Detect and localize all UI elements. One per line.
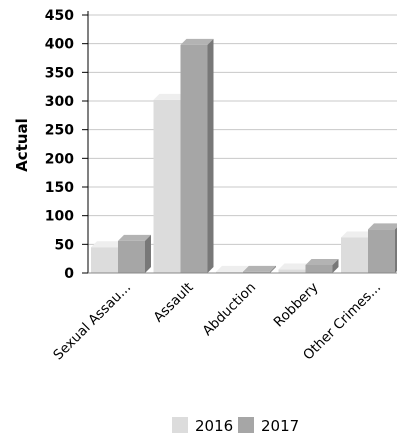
bar — [305, 258, 339, 273]
y-tick-label: 350 — [45, 65, 74, 81]
x-tick-labels: Sexual Assau... Assault Abduction RobberyOt… — [50, 280, 384, 364]
y-tick-labels: 0 50 100 150 200 250 300 350 400 450 — [45, 8, 88, 282]
x-tick-label: Abduction — [200, 280, 260, 340]
bar-top — [278, 263, 312, 270]
bar-top — [341, 231, 374, 238]
bar — [91, 241, 124, 273]
bar-front — [305, 264, 333, 273]
axes — [87, 11, 397, 274]
bar — [243, 265, 276, 273]
legend-label: 2016 — [195, 417, 233, 435]
bar-top — [305, 258, 339, 265]
bar-front — [368, 229, 395, 273]
bar-top — [243, 265, 276, 272]
bar-top — [180, 38, 214, 45]
bar-front — [278, 269, 306, 273]
y-tick-label: 150 — [45, 180, 74, 196]
bar-front — [341, 237, 368, 273]
bar — [118, 234, 151, 273]
bar-top — [91, 241, 124, 248]
bar — [341, 231, 374, 273]
y-tick-label: 450 — [45, 8, 74, 24]
bar-top — [216, 265, 249, 272]
bar-side — [270, 265, 276, 273]
y-tick-label: 0 — [64, 266, 74, 282]
bar-side — [145, 234, 151, 273]
y-tick-label: 300 — [45, 94, 74, 110]
y-tick-label: 250 — [45, 123, 74, 139]
bar-front — [118, 240, 145, 273]
bar-front — [216, 271, 243, 273]
y-tick-label: 400 — [45, 37, 74, 53]
bars — [91, 38, 397, 274]
x-tick-label: Sexual Assau... — [50, 280, 134, 364]
bar-front — [180, 44, 208, 274]
legend-label: 2017 — [261, 417, 299, 435]
legend-swatch — [238, 417, 254, 433]
bar-front — [243, 271, 270, 273]
y-tick-label: 50 — [55, 237, 75, 253]
legend-item: 2016 — [172, 417, 233, 435]
bar-top — [153, 93, 187, 100]
bar — [180, 38, 214, 274]
bar-top — [118, 234, 151, 241]
bar-side — [332, 258, 339, 273]
y-axis-title: Actual — [13, 118, 31, 172]
bar-side — [207, 38, 214, 274]
x-tick-label: Robbery — [271, 280, 322, 331]
legend-swatch — [172, 417, 188, 433]
bar — [368, 223, 397, 273]
bar-front — [153, 99, 181, 273]
legend-item: 2017 — [238, 417, 299, 435]
x-tick-label: Assault — [150, 280, 196, 326]
y-tick-label: 100 — [45, 209, 74, 225]
legend: 2016 2017 — [172, 417, 299, 435]
bar-top — [368, 223, 397, 230]
y-tick-label: 200 — [45, 151, 74, 167]
bar-front — [91, 247, 118, 273]
